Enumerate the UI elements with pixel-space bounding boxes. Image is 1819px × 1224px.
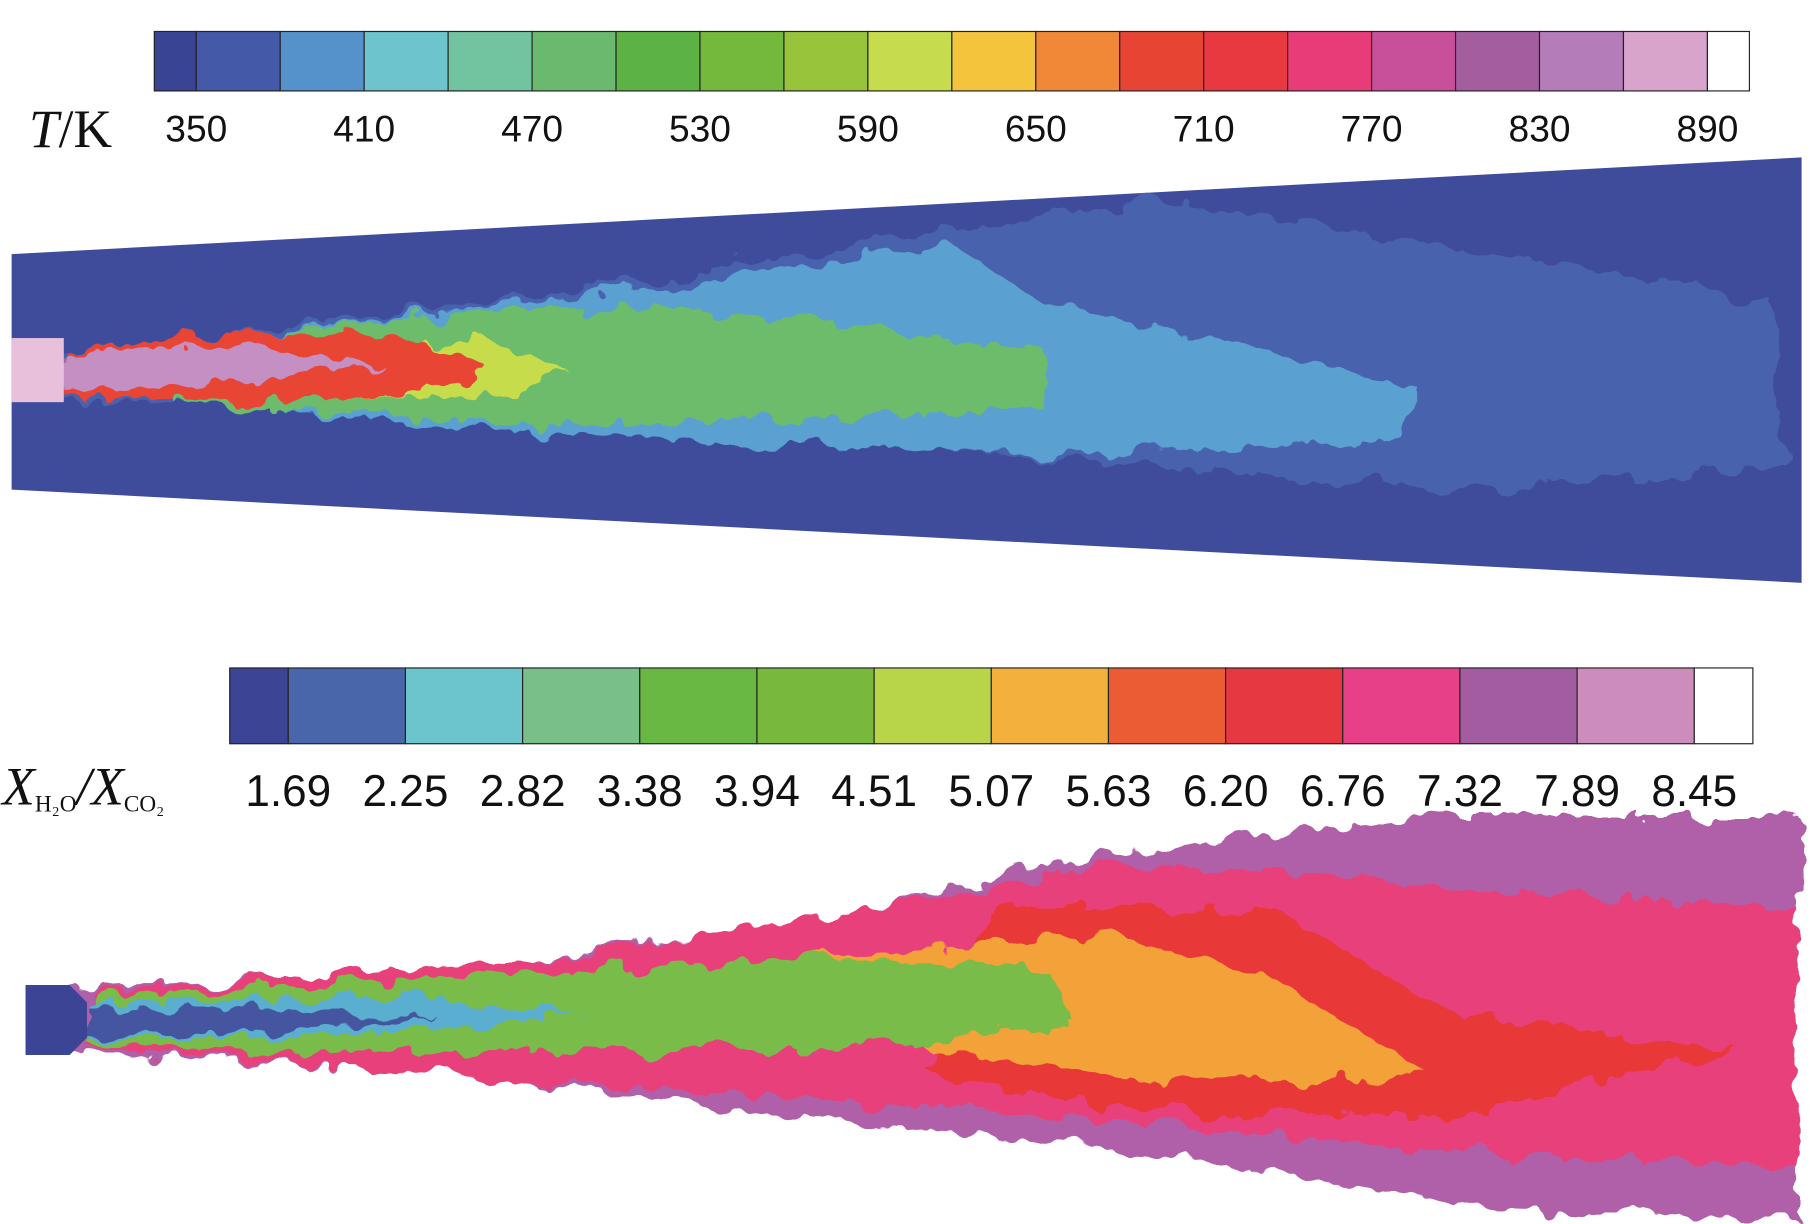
tick-label: 770 bbox=[1341, 107, 1403, 149]
colorbar: 1.69 2.25 2.82 3.38 3.94 4.51 5.07 5.63 6.20 6.76… bbox=[0, 667, 1754, 817]
temperature-field bbox=[11, 157, 1802, 583]
tick-label: 4.51 bbox=[831, 767, 917, 816]
nozzle bbox=[25, 985, 88, 1055]
tick-label: 5.07 bbox=[948, 767, 1034, 816]
colorbar-segment bbox=[1576, 667, 1695, 745]
colorbar-segment bbox=[699, 30, 785, 92]
tick-label: 590 bbox=[837, 107, 899, 149]
colorbar-segment bbox=[287, 667, 407, 745]
colorbar: 350 410 470 530 590 650 710 770 830 890 T/K bbox=[29, 30, 1750, 159]
colorbar-segment bbox=[1287, 30, 1373, 92]
colorbar-segment bbox=[363, 30, 449, 92]
colorbar-segment bbox=[990, 667, 1110, 745]
tick-label: 710 bbox=[1173, 107, 1235, 149]
tick-label: 5.63 bbox=[1066, 767, 1152, 816]
label-symbol: /X bbox=[74, 756, 127, 816]
tick-label: 650 bbox=[1005, 107, 1067, 149]
colorbar-segment bbox=[1203, 30, 1289, 92]
colorbar-segment bbox=[447, 30, 533, 92]
tick-label: 830 bbox=[1509, 107, 1571, 149]
colorbar-segment bbox=[531, 30, 617, 92]
tick-label: 7.32 bbox=[1417, 767, 1503, 816]
colorbar-segment bbox=[1225, 667, 1344, 745]
colorbar-segment bbox=[867, 30, 953, 92]
label-subscript: CO₂ bbox=[124, 791, 164, 817]
colorbar-segment bbox=[1454, 30, 1541, 92]
colorbar-segment bbox=[615, 30, 701, 92]
colorbar-segment bbox=[1107, 667, 1227, 745]
colorbar-segment bbox=[404, 667, 524, 745]
tick-label: 2.82 bbox=[480, 767, 566, 816]
colorbar-label: T/K bbox=[29, 99, 112, 159]
colorbar-segment bbox=[1035, 30, 1121, 92]
tick-label: 890 bbox=[1676, 107, 1738, 149]
ratio-field bbox=[25, 816, 1799, 1219]
colorbar-segment bbox=[756, 667, 875, 745]
tick-label: 8.45 bbox=[1651, 767, 1737, 816]
colorbar-segment bbox=[522, 667, 641, 745]
colorbar-segment bbox=[783, 30, 869, 92]
colorbar-segment bbox=[153, 30, 197, 92]
tick-label: 3.38 bbox=[597, 767, 683, 816]
colorbar-segment bbox=[1371, 30, 1457, 92]
colorbar-label: XH₂O/XCO₂ bbox=[0, 756, 164, 817]
label-symbol: T bbox=[29, 99, 62, 159]
colorbar-segment bbox=[1538, 30, 1625, 92]
colorbar-segment bbox=[1693, 667, 1754, 745]
temperature-plume bbox=[58, 198, 1787, 490]
colorbar-segment bbox=[1459, 667, 1578, 745]
tick-label: 6.20 bbox=[1183, 767, 1269, 816]
colorbar-segment bbox=[229, 667, 289, 745]
tick-label: 2.25 bbox=[363, 767, 449, 816]
tick-label: 470 bbox=[501, 107, 563, 149]
colorbar-segment bbox=[951, 30, 1037, 92]
tick-label: 1.69 bbox=[245, 767, 331, 816]
tick-label: 3.94 bbox=[714, 767, 800, 816]
ratio-plume bbox=[69, 816, 1799, 1219]
colorbar-segment bbox=[195, 30, 281, 92]
label-symbol: X bbox=[0, 756, 37, 816]
colorbar-segment bbox=[873, 667, 992, 745]
tick-label: 530 bbox=[669, 107, 731, 149]
label-unit: /K bbox=[59, 99, 113, 159]
label-subscript: H₂O bbox=[35, 791, 77, 817]
tick-label: 6.76 bbox=[1300, 767, 1386, 816]
colorbar-segment bbox=[1342, 667, 1461, 745]
nozzle bbox=[11, 338, 64, 403]
colorbar-segment bbox=[1119, 30, 1205, 92]
tick-label: 7.89 bbox=[1534, 767, 1620, 816]
tick-label: 410 bbox=[333, 107, 395, 149]
colorbar-segment bbox=[1706, 30, 1750, 92]
colorbar-segment bbox=[279, 30, 365, 92]
tick-label: 350 bbox=[165, 107, 227, 149]
colorbar-segment bbox=[1622, 30, 1708, 92]
colorbar-segment bbox=[639, 667, 758, 745]
